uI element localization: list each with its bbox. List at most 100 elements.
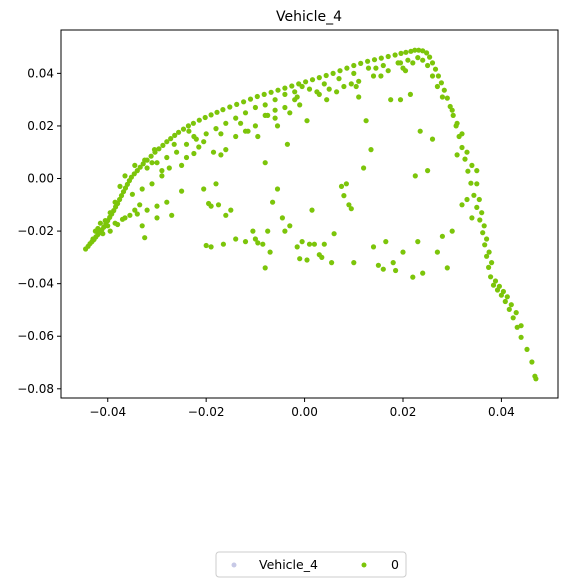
data-point [265,229,270,234]
data-point [373,66,378,71]
data-point [341,84,346,89]
data-point [354,84,359,89]
data-point [214,110,219,115]
data-point [440,94,445,99]
data-point [519,323,524,328]
y-tick-label: −0.08 [17,382,54,396]
data-point [344,66,349,71]
data-point [480,230,485,235]
data-point [427,55,432,60]
data-point [287,110,292,115]
data-point [484,236,489,241]
data-point [376,263,381,268]
data-point [386,68,391,73]
data-point [358,61,363,66]
data-point [524,347,529,352]
y-tick-label: 0.04 [27,66,54,80]
data-point [317,75,322,80]
data-point [445,265,450,270]
data-point [273,108,278,113]
data-point [282,92,287,97]
y-tick-label: −0.06 [17,329,54,343]
data-point [505,294,510,299]
data-point [197,118,202,123]
data-point [142,235,147,240]
data-point [322,242,327,247]
data-point [450,229,455,234]
data-point [204,243,209,248]
data-point [191,134,196,139]
data-point [169,213,174,218]
data-point [164,155,169,160]
data-point [184,155,189,160]
data-point [292,89,297,94]
chart-title: Vehicle_4 [276,9,342,25]
data-point [455,121,460,126]
data-point [469,215,474,220]
data-point [172,142,177,147]
data-point [497,284,502,289]
data-point [310,77,315,82]
data-point [216,202,221,207]
data-point [507,307,512,312]
data-point [415,239,420,244]
data-point [137,202,142,207]
data-point [273,97,278,102]
data-point [154,160,159,165]
data-point [371,244,376,249]
y-tick-label: 0.02 [27,119,54,133]
data-point [243,239,248,244]
data-point [469,163,474,168]
data-point [273,116,278,121]
data-point [455,152,460,157]
data-point [408,92,413,97]
data-point [529,359,534,364]
data-point [140,223,145,228]
data-point [488,274,493,279]
data-point [436,73,441,78]
data-point [300,84,305,89]
data-point [255,94,260,99]
data-point [307,242,312,247]
data-point [300,239,305,244]
data-point [479,210,484,215]
data-point [435,250,440,255]
data-point [440,234,445,239]
data-point [433,67,438,72]
data-point [388,97,393,102]
data-point [477,217,482,222]
data-point [445,96,450,101]
data-point [304,257,309,262]
data-point [186,123,191,128]
data-point [482,223,487,228]
data-point [295,94,300,99]
data-point [238,121,243,126]
legend-label-vehicle-4: Vehicle_4 [259,557,318,572]
data-point [314,89,319,94]
data-point [154,215,159,220]
data-point [368,147,373,152]
data-point [142,158,147,163]
data-point [223,213,228,218]
data-point [324,97,329,102]
data-point [149,181,154,186]
data-point [127,213,132,218]
y-tick-label: −0.02 [17,224,54,238]
data-point [297,256,302,261]
data-point [511,315,516,320]
data-point [184,142,189,147]
data-point [282,86,287,91]
data-point [145,165,150,170]
data-point [179,189,184,194]
data-point [464,150,469,155]
data-point [233,116,238,121]
data-point [295,244,300,249]
data-point [425,168,430,173]
data-point [415,55,420,60]
data-point [221,242,226,247]
data-point [93,229,98,234]
data-point [474,205,479,210]
data-point [220,107,225,112]
data-point [159,173,164,178]
